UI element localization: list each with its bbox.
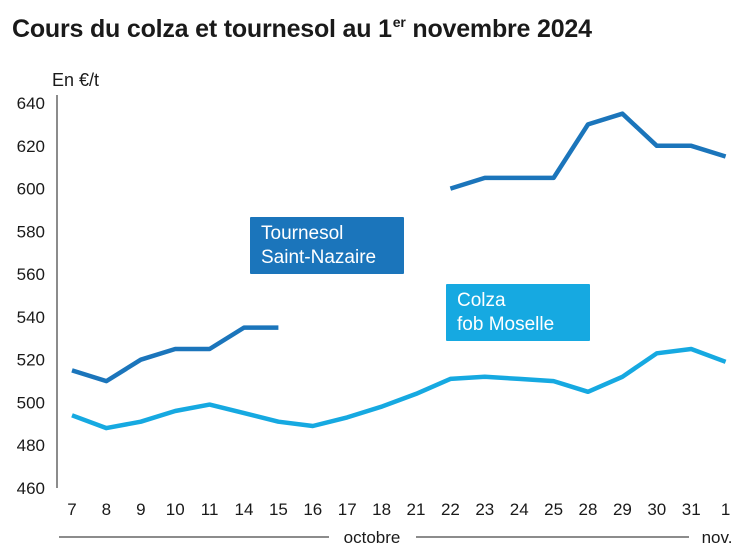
series-label-text: Colza xyxy=(457,290,506,311)
series-label-text: Saint-Nazaire xyxy=(261,247,376,268)
x-tick-label: 30 xyxy=(647,500,666,519)
y-tick-label: 600 xyxy=(17,180,45,199)
x-tick-label: 25 xyxy=(544,500,563,519)
series-label-text: Tournesol xyxy=(261,223,343,244)
series-label-text: fob Moselle xyxy=(457,314,554,335)
y-tick-label: 560 xyxy=(17,265,45,284)
x-tick-label: 9 xyxy=(136,500,145,519)
month-label: nov. xyxy=(702,528,733,547)
series-line xyxy=(71,346,727,431)
x-tick-label: 24 xyxy=(510,500,529,519)
y-tick-label: 520 xyxy=(17,351,45,370)
series-label-box: Colza fob Moselle xyxy=(446,284,590,341)
y-axis: 460 480 500 520 540 560 580 600 620 640 xyxy=(17,94,58,498)
y-tick-label: 460 xyxy=(17,479,45,498)
x-tick-label: 28 xyxy=(579,500,598,519)
x-tick-label: 31 xyxy=(682,500,701,519)
series-labels: Tournesol Saint-Nazaire Colza fob Moselle xyxy=(250,217,590,341)
x-tick-label: 15 xyxy=(269,500,288,519)
x-tick-label: 7 xyxy=(67,500,76,519)
y-tick-label: 620 xyxy=(17,137,45,156)
x-tick-label: 8 xyxy=(102,500,111,519)
month-axis: octobre nov. xyxy=(59,528,732,547)
x-tick-label: 1 xyxy=(721,500,730,519)
x-tick-label: 14 xyxy=(235,500,254,519)
x-tick-label: 18 xyxy=(372,500,391,519)
series-lines xyxy=(71,111,727,431)
y-tick-label: 580 xyxy=(17,222,45,241)
y-tick-label: 640 xyxy=(17,94,45,113)
month-label: octobre xyxy=(344,528,401,547)
x-axis: 7 8 9 10 11 14 15 16 17 18 21 22 23 24 25 28 29 30 31 1 xyxy=(67,500,730,519)
y-tick-label: 480 xyxy=(17,436,45,455)
x-tick-label: 16 xyxy=(303,500,322,519)
y-tick-label: 500 xyxy=(17,393,45,412)
x-tick-label: 22 xyxy=(441,500,460,519)
x-tick-label: 11 xyxy=(201,500,219,519)
x-tick-label: 10 xyxy=(166,500,185,519)
x-tick-label: 29 xyxy=(613,500,632,519)
chart-title: Cours du colza et tournesol au 1er novem… xyxy=(12,14,592,43)
x-tick-label: 17 xyxy=(338,500,357,519)
series-line xyxy=(71,325,279,384)
x-tick-label: 23 xyxy=(475,500,494,519)
y-axis-unit-label: En €/t xyxy=(52,70,100,90)
series-label-box: Tournesol Saint-Nazaire xyxy=(250,217,404,274)
y-tick-label: 540 xyxy=(17,308,45,327)
series-line xyxy=(449,111,727,191)
x-tick-label: 21 xyxy=(407,500,426,519)
